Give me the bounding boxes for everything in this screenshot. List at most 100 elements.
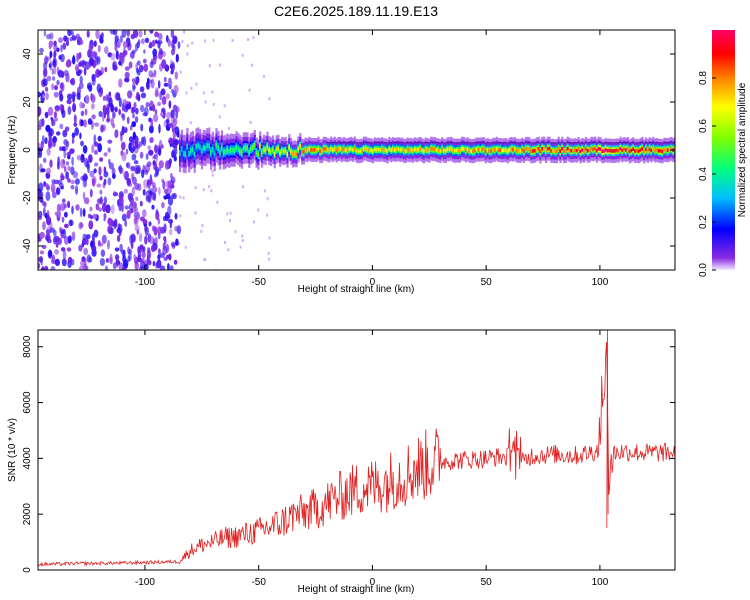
noise-speckle	[163, 195, 168, 200]
noise-speckle	[144, 169, 149, 176]
signal-band-cell	[624, 148, 628, 152]
noise-speckle	[103, 166, 107, 174]
noise-speckle	[79, 207, 83, 218]
signal-band-cell	[364, 146, 367, 151]
signal-band-cell	[595, 148, 598, 153]
noise-speckle	[72, 171, 79, 179]
signal-band-cell	[492, 148, 495, 152]
noise-speckle	[62, 159, 65, 165]
noise-speckle	[80, 259, 85, 267]
noise-speckle	[91, 73, 96, 82]
noise-speckle	[268, 236, 271, 240]
noise-speckle	[46, 75, 52, 82]
signal-band-cell	[319, 149, 322, 153]
signal-band-cell	[237, 146, 240, 152]
noise-speckle	[63, 35, 68, 42]
noise-speckle	[64, 144, 68, 152]
noise-speckle	[95, 30, 100, 39]
noise-speckle	[172, 123, 176, 128]
noise-speckle	[214, 268, 217, 270]
noise-speckle	[59, 104, 64, 111]
noise-speckle	[173, 259, 178, 265]
colorbar-label: Normalized spectral amplitude	[737, 82, 748, 217]
signal-band-cell	[271, 147, 275, 152]
noise-speckle	[56, 131, 61, 136]
noise-speckle	[88, 43, 94, 50]
signal-band-cell	[634, 149, 637, 153]
noise-speckle	[67, 106, 72, 115]
signal-band-cell	[493, 148, 497, 152]
noise-speckle	[91, 93, 96, 104]
noise-speckle	[65, 161, 70, 166]
signal-band-cell	[211, 146, 214, 152]
signal-band-cell	[308, 147, 311, 151]
noise-speckle	[75, 204, 80, 211]
signal-band-cell	[488, 149, 491, 153]
noise-speckle	[79, 132, 82, 140]
noise-speckle	[167, 38, 171, 48]
signal-band-cell	[639, 148, 642, 152]
signal-band-cell	[455, 148, 458, 153]
noise-speckle	[110, 204, 115, 215]
noise-speckle	[51, 254, 56, 264]
noise-speckle	[49, 141, 53, 149]
signal-band-cell	[442, 149, 446, 153]
signal-band-cell	[348, 147, 351, 152]
noise-speckle	[118, 53, 124, 63]
noise-speckle	[216, 200, 219, 204]
noise-speckle	[70, 77, 76, 86]
noise-speckle	[53, 50, 57, 58]
noise-speckle	[64, 203, 67, 209]
noise-speckle	[44, 111, 49, 119]
signal-band-cell	[623, 147, 626, 151]
noise-speckle	[42, 157, 47, 163]
noise-speckle	[82, 145, 88, 154]
noise-speckle	[102, 95, 106, 101]
noise-speckle	[127, 246, 130, 255]
noise-speckle	[42, 207, 46, 217]
noise-speckle	[152, 186, 158, 193]
signal-band-cell	[652, 147, 655, 151]
noise-speckle	[62, 129, 68, 138]
y-tick-label: 20	[22, 96, 33, 108]
noise-speckle	[132, 30, 139, 38]
signal-band-cell	[260, 150, 264, 155]
signal-band-cell	[641, 147, 644, 151]
noise-speckle	[80, 140, 84, 147]
noise-speckle	[59, 93, 64, 102]
signal-band-cell	[240, 150, 244, 156]
noise-speckle	[44, 56, 49, 65]
signal-band-cell	[302, 150, 305, 154]
noise-speckle	[63, 69, 69, 77]
noise-speckle	[38, 262, 41, 269]
noise-speckle	[168, 218, 174, 224]
noise-speckle	[183, 30, 186, 34]
noise-speckle	[227, 127, 230, 130]
signal-band-cell	[513, 147, 517, 151]
noise-speckle	[114, 247, 120, 252]
signal-band-cell	[328, 148, 331, 153]
noise-speckle	[107, 217, 112, 226]
signal-band-cell	[424, 147, 427, 152]
noise-speckle	[211, 90, 214, 94]
signal-band-cell	[275, 147, 278, 152]
noise-speckle	[152, 160, 156, 166]
signal-band-cell	[393, 148, 396, 152]
noise-speckle	[128, 136, 134, 143]
noise-speckle	[153, 113, 159, 123]
noise-speckle	[173, 156, 178, 162]
noise-speckle	[52, 187, 55, 198]
signal-band-cell	[464, 148, 467, 153]
noise-speckle	[175, 53, 179, 63]
noise-speckle	[139, 151, 144, 159]
noise-speckle	[112, 64, 118, 71]
noise-speckle	[95, 203, 100, 211]
spectrogram-panel: -100 -50 0 50 100 -40 -20 0 20 40 Height of stra…	[7, 29, 676, 295]
noise-speckle	[148, 221, 152, 227]
snr-x-label: Height of straight line (km)	[298, 584, 415, 595]
noise-speckle	[124, 205, 130, 210]
noise-speckle	[135, 196, 139, 201]
noise-speckle	[79, 101, 83, 109]
signal-band-cell	[222, 149, 225, 155]
snr-y-ticks: 0 2000 4000 6000 8000	[22, 335, 675, 573]
